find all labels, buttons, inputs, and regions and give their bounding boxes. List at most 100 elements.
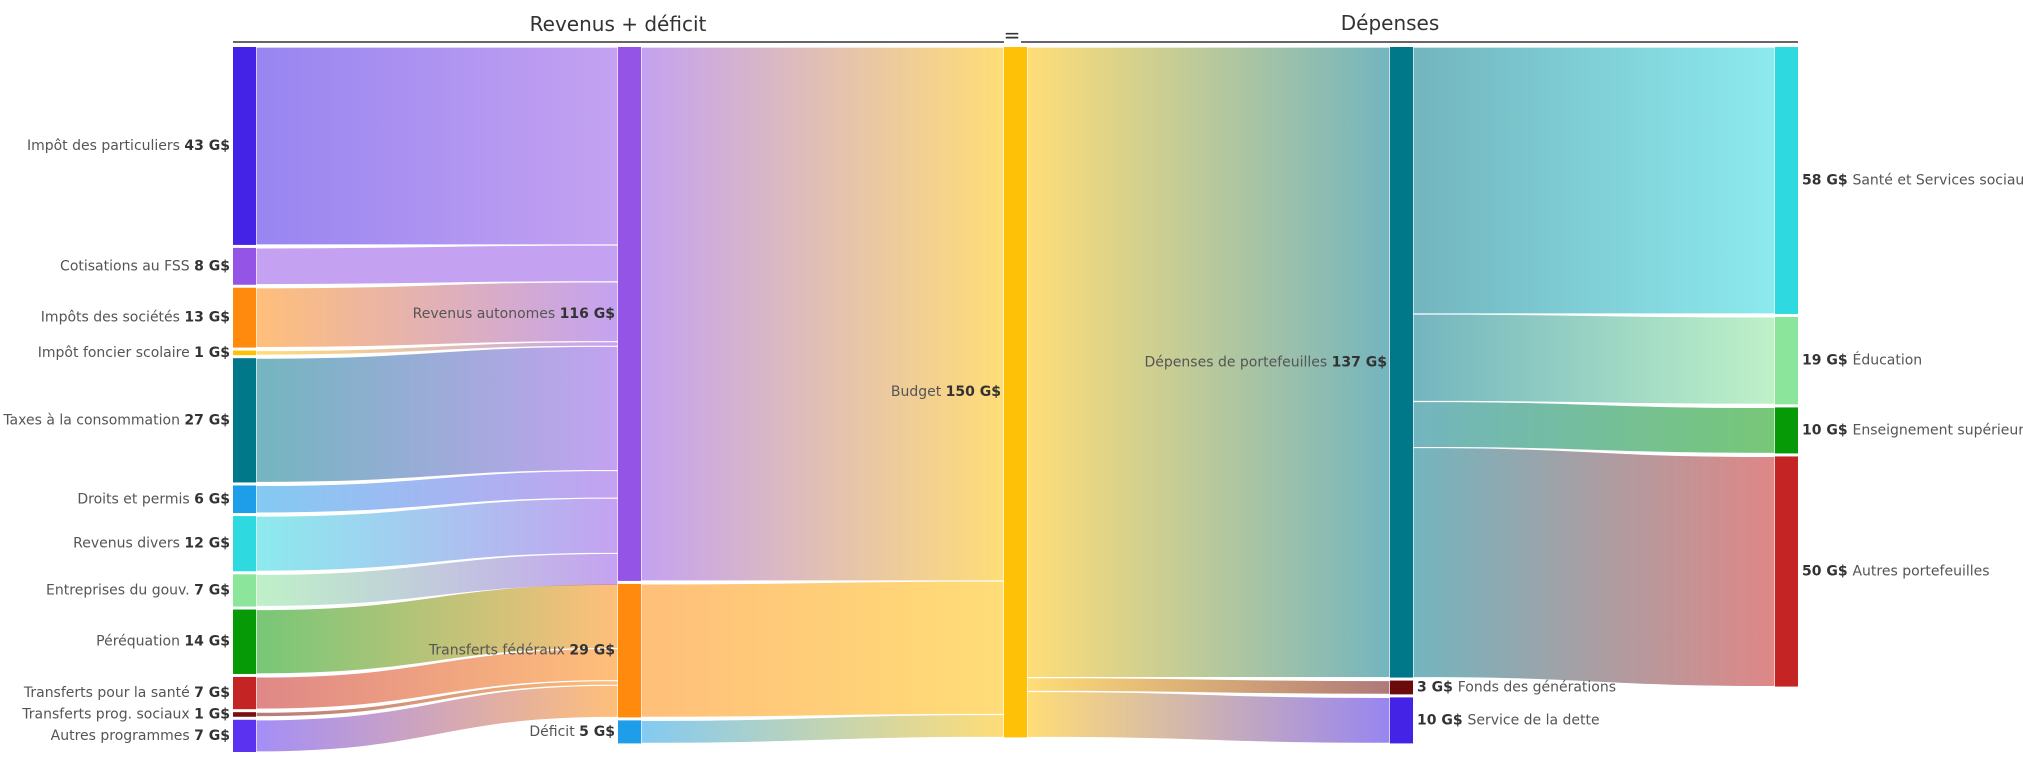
label-value-div: 12 G$ <box>184 536 230 552</box>
link-rauto-bud <box>640 46 1005 582</box>
label-name-taxc: Taxes à la consommation <box>2 412 184 428</box>
label-fgen: 3 G$ Fonds des générations <box>1417 679 1616 695</box>
label-ens: 10 G$ Enseignement supérieur <box>1802 422 2023 438</box>
node-bud <box>1004 47 1027 738</box>
node-fonc <box>233 350 256 356</box>
label-taxc: Taxes à la consommation 27 G$ <box>2 412 230 428</box>
label-name-def: Déficit <box>529 724 579 740</box>
node-taxc <box>233 358 256 483</box>
label-name-div: Revenus divers <box>73 536 184 552</box>
label-value-dport: 137 G$ <box>1332 354 1387 370</box>
label-value-ent: 7 G$ <box>194 582 230 598</box>
label-value-fss: 8 G$ <box>194 258 230 274</box>
label-name-dette: Service de la dette <box>1467 712 1599 728</box>
node-def <box>618 720 641 744</box>
label-tfed: Transferts fédéraux 29 G$ <box>428 643 615 659</box>
chart-headers: Revenus + déficit = Dépenses <box>233 11 1798 47</box>
label-prog: Transferts prog. sociaux 1 G$ <box>21 706 230 722</box>
label-name-ssoc: Santé et Services sociaux <box>1852 172 2023 188</box>
label-name-rauto: Revenus autonomes <box>413 306 560 322</box>
label-name-edu: Éducation <box>1852 352 1922 369</box>
node-autp <box>233 719 256 752</box>
node-edu <box>1775 316 1798 405</box>
label-per: Péréquation 14 G$ <box>96 634 230 650</box>
label-name-ip: Impôt des particuliers <box>27 138 184 154</box>
label-value-sant: 7 G$ <box>194 685 230 701</box>
sankey-nodes <box>233 47 1798 752</box>
label-ip: Impôt des particuliers 43 G$ <box>27 138 230 154</box>
label-value-bud: 150 G$ <box>946 384 1001 400</box>
node-ip <box>233 47 256 245</box>
link-fss-rauto <box>255 244 619 286</box>
label-drt: Droits et permis 6 G$ <box>77 491 230 507</box>
label-value-taxc: 27 G$ <box>184 412 230 428</box>
label-name-bud: Budget <box>891 384 946 400</box>
label-bud: Budget 150 G$ <box>891 384 1001 400</box>
label-autp: Autres programmes 7 G$ <box>51 728 230 744</box>
label-name-prog: Transferts prog. sociaux <box>21 706 194 722</box>
label-fss: Cotisations au FSS 8 G$ <box>60 258 230 274</box>
node-ens <box>1775 407 1798 454</box>
label-name-fonc: Impôt foncier scolaire <box>38 345 194 361</box>
label-value-edu: 19 G$ <box>1802 353 1852 369</box>
label-value-fgen: 3 G$ <box>1417 679 1458 695</box>
label-name-drt: Droits et permis <box>77 491 194 507</box>
label-value-ssoc: 58 G$ <box>1802 172 1852 188</box>
label-value-ip: 43 G$ <box>184 138 230 154</box>
label-name-per: Péréquation <box>96 634 184 650</box>
node-div <box>233 516 256 572</box>
label-value-autpf: 50 G$ <box>1802 564 1852 580</box>
label-name-fgen: Fonds des générations <box>1458 679 1616 695</box>
node-ssoc <box>1775 47 1798 314</box>
link-bud-dette <box>1026 690 1391 745</box>
label-ent: Entreprises du gouv. 7 G$ <box>46 582 230 598</box>
label-value-tfed: 29 G$ <box>569 643 615 659</box>
node-drt <box>233 485 256 514</box>
label-name-autp: Autres programmes <box>51 728 195 744</box>
label-sant: Transferts pour la santé 7 G$ <box>23 685 230 701</box>
equals-sign: = <box>1004 23 1021 47</box>
label-soc: Impôts des sociétés 13 G$ <box>41 310 230 326</box>
label-name-dport: Dépenses de portefeuilles <box>1145 354 1332 370</box>
label-value-rauto: 116 G$ <box>560 306 615 322</box>
label-value-dette: 10 G$ <box>1417 712 1467 728</box>
node-sant <box>233 676 256 710</box>
label-edu: 19 G$ Éducation <box>1802 352 1922 369</box>
node-tfed <box>618 583 641 718</box>
right-header: Dépenses <box>1341 11 1440 35</box>
label-autpf: 50 G$ Autres portefeuilles <box>1802 564 1990 580</box>
node-soc <box>233 287 256 348</box>
link-def-bud <box>640 713 1005 745</box>
label-value-prog: 1 G$ <box>194 706 230 722</box>
link-dport-ens <box>1412 400 1776 455</box>
node-fss <box>233 247 256 285</box>
link-taxc-rauto <box>255 345 619 484</box>
node-rauto <box>618 47 641 581</box>
link-dport-edu <box>1412 313 1776 406</box>
link-ip-rauto <box>255 46 619 246</box>
label-ssoc: 58 G$ Santé et Services sociaux <box>1802 172 2023 188</box>
node-fgen <box>1390 680 1413 695</box>
label-name-ent: Entreprises du gouv. <box>46 582 194 598</box>
label-value-fonc: 1 G$ <box>194 345 230 361</box>
node-ent <box>233 574 256 607</box>
label-def: Déficit 5 G$ <box>529 724 615 740</box>
sankey-labels: Impôt des particuliers 43 G$ Cotisations … <box>2 138 2023 744</box>
label-fonc: Impôt foncier scolaire 1 G$ <box>38 345 230 361</box>
label-name-soc: Impôts des sociétés <box>41 310 185 326</box>
label-dport: Dépenses de portefeuilles 137 G$ <box>1145 354 1387 370</box>
node-dport <box>1390 47 1413 678</box>
label-dette: 10 G$ Service de la dette <box>1417 712 1600 728</box>
label-value-per: 14 G$ <box>184 634 230 650</box>
label-name-tfed: Transferts fédéraux <box>428 643 570 659</box>
label-name-autpf: Autres portefeuilles <box>1852 564 1989 580</box>
link-dport-ssoc <box>1412 46 1776 315</box>
left-header: Revenus + déficit <box>530 12 707 36</box>
label-value-drt: 6 G$ <box>194 491 230 507</box>
label-name-fss: Cotisations au FSS <box>60 258 194 274</box>
link-bud-fgen <box>1026 676 1391 695</box>
node-dette <box>1390 697 1413 744</box>
link-tfed-bud <box>640 580 1005 718</box>
label-name-sant: Transferts pour la santé <box>23 685 194 701</box>
